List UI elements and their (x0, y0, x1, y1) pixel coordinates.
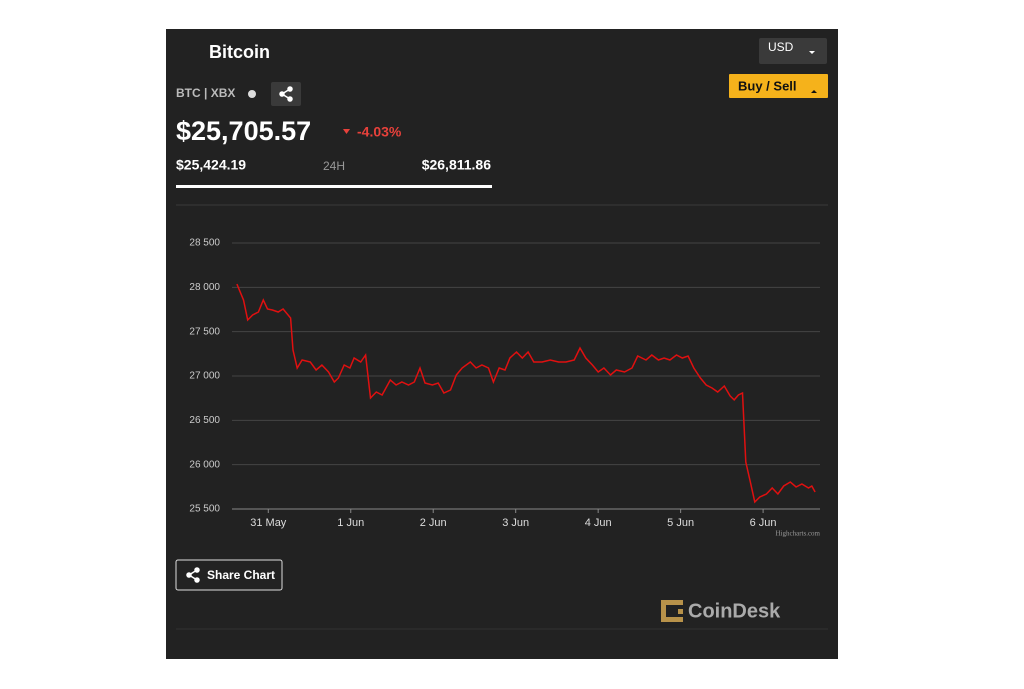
price-line (236, 283, 816, 504)
y-tick-label: 26 500 (189, 415, 220, 426)
down-arrow (343, 129, 350, 134)
x-tick-label: 4 Jun (585, 517, 612, 529)
price: $25,705.57 (176, 116, 311, 146)
buy-sell-caret (811, 90, 817, 93)
low: $25,424.19 (176, 157, 246, 173)
share-icon (279, 86, 293, 102)
x-tick-label: 5 Jun (667, 517, 694, 529)
x-tick-label: 3 Jun (502, 517, 529, 529)
share-chart-label: Share Chart (207, 568, 275, 582)
widget-panel (166, 29, 838, 659)
ticker: BTC | XBX (176, 86, 235, 100)
buy-sell-label: Buy / Sell (738, 78, 797, 93)
chart-credit: Highcharts.com (775, 530, 820, 538)
share-icon-button[interactable] (271, 82, 301, 106)
y-tick-label: 26 000 (189, 459, 220, 470)
coindesk-logo (661, 600, 683, 622)
share-chart-button[interactable] (175, 559, 283, 591)
y-tick-label: 28 500 (189, 238, 220, 249)
info-icon[interactable] (248, 90, 256, 98)
buy-sell-button[interactable] (729, 74, 828, 98)
range-bar (176, 185, 492, 188)
coin-title: Bitcoin (209, 42, 270, 62)
share-chart-icon (186, 567, 200, 583)
y-tick-label: 27 500 (189, 326, 220, 337)
currency-caret (809, 51, 815, 54)
y-tick-label: 27 000 (189, 371, 220, 382)
x-tick-label: 2 Jun (420, 517, 447, 529)
y-tick-label: 28 000 (189, 282, 220, 293)
coindesk-brand: CoinDesk (688, 600, 781, 622)
x-tick-label: 31 May (250, 517, 287, 529)
high: $26,811.86 (422, 157, 492, 173)
range-label: 24H (323, 159, 345, 173)
change: -4.03% (357, 124, 402, 140)
y-tick-label: 25 500 (189, 504, 220, 515)
currency-label: USD (768, 40, 794, 54)
x-tick-label: 6 Jun (750, 517, 777, 529)
x-tick-label: 1 Jun (337, 517, 364, 529)
currency-select[interactable] (759, 38, 827, 64)
